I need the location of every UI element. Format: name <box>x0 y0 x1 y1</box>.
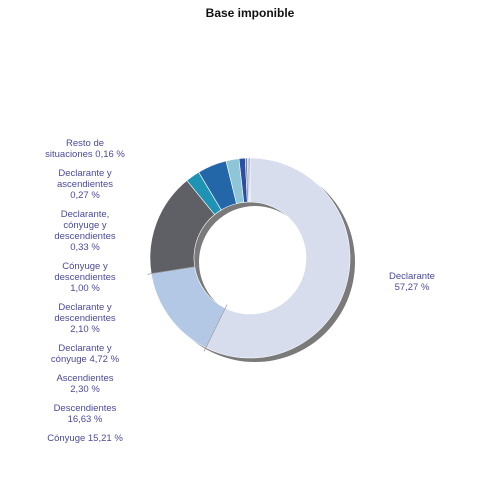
slice-label: Resto de situaciones 0,16 % <box>45 138 125 160</box>
leader-lines <box>147 265 228 352</box>
leader-line <box>147 265 199 275</box>
chart-title: Base imponible <box>205 6 295 20</box>
slice-label: Declarante y ascendientes 0,27 % <box>57 168 113 201</box>
slice-labels: Declarante 57,27 % Cónyuge 15,21 % Descendi… <box>45 138 435 444</box>
slice-label: Declarante y cónyuge 4,72 % <box>51 343 120 365</box>
slice-label: Declarante, cónyuge y descendientes 0,33 % <box>54 209 116 253</box>
donut-slices <box>149 157 351 359</box>
slice-label: Ascendientes 2,30 % <box>56 373 113 395</box>
slice-label: Cónyuge y descendientes 1,00 % <box>54 261 116 294</box>
leader-line <box>203 304 228 352</box>
donut-slice <box>205 157 351 359</box>
slice-label: Descendientes 16,63 % <box>54 403 117 425</box>
donut-slice <box>248 157 251 203</box>
slice-label: Declarante y descendientes 2,10 % <box>54 302 116 335</box>
slice-label: Declarante 57,27 % <box>389 271 435 293</box>
slice-label: Cónyuge 15,21 % <box>47 433 123 444</box>
